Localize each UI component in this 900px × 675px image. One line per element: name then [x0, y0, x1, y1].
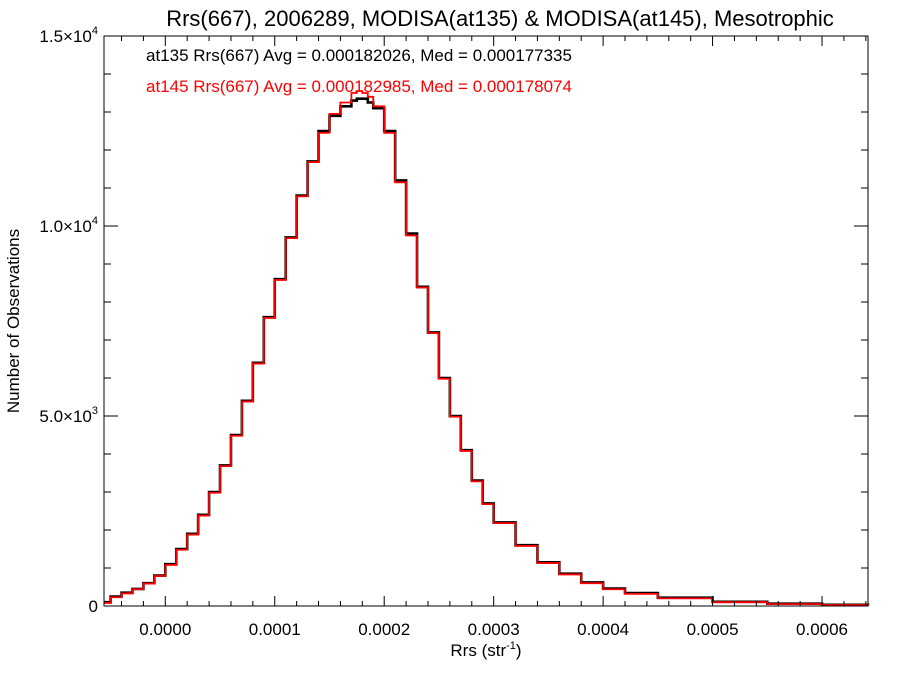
x-tick-label: 0.0001: [249, 620, 301, 639]
x-tick-label: 0.0002: [358, 620, 410, 639]
series-line-at145: [104, 90, 869, 606]
plot-frame: [103, 35, 869, 607]
series-line-at135: [104, 97, 870, 607]
annotation-at145: at145 Rrs(667) Avg = 0.000182985, Med = …: [146, 77, 572, 96]
plot-area: 0.0000 0.0001 0.0002 0.0003 0.0004 0.0005 0.00…: [39, 25, 870, 639]
x-tick-label: 0.0004: [577, 620, 629, 639]
annotation-at135: at135 Rrs(667) Avg = 0.000182026, Med = …: [146, 46, 572, 65]
x-tick-label: 0.0005: [687, 620, 739, 639]
y-tick-label: 5.0×103: [39, 405, 98, 426]
chart-title: Rrs(667), 2006289, MODISA(at135) & MODIS…: [166, 6, 834, 31]
y-axis-ticks: 0 5.0×103 1.0×104 1.5×104: [39, 25, 868, 616]
x-tick-label: 0.0006: [796, 620, 848, 639]
x-tick-label: 0.0000: [139, 620, 191, 639]
y-tick-label: 1.0×104: [39, 215, 98, 236]
stats-annotations: at135 Rrs(667) Avg = 0.000182026, Med = …: [146, 46, 572, 96]
y-tick-label: 0: [89, 597, 98, 616]
y-tick-label: 1.5×104: [39, 25, 98, 46]
x-axis-label: Rrs (str-1): [450, 640, 521, 660]
series-layer: [104, 90, 870, 607]
x-axis-ticks: 0.0000 0.0001 0.0002 0.0003 0.0004 0.0005 0.00…: [121, 36, 867, 639]
x-tick-label: 0.0003: [468, 620, 520, 639]
y-axis-label: Number of Observations: [4, 229, 23, 413]
